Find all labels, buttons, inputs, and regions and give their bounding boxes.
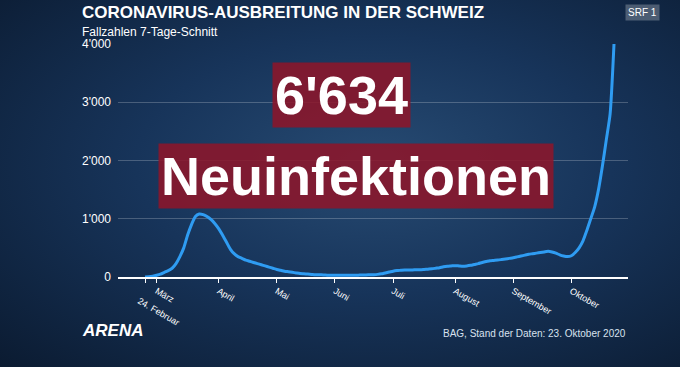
svg-text:August: August xyxy=(452,286,482,309)
svg-text:2'000: 2'000 xyxy=(82,154,111,168)
svg-text:BAG, Stand der Daten: 23. Okto: BAG, Stand der Daten: 23. Oktober 2020 xyxy=(443,328,626,339)
svg-text:1'000: 1'000 xyxy=(82,212,111,226)
svg-text:4'000: 4'000 xyxy=(82,37,111,51)
svg-text:April: April xyxy=(215,286,236,304)
svg-text:0: 0 xyxy=(104,270,111,284)
svg-text:Oktober: Oktober xyxy=(568,286,601,311)
svg-text:Neuinfektionen: Neuinfektionen xyxy=(161,146,551,206)
svg-text:6'634: 6'634 xyxy=(275,65,408,125)
svg-text:CORONAVIRUS-AUSBREITUNG IN DER: CORONAVIRUS-AUSBREITUNG IN DER SCHWEIZ xyxy=(82,3,484,22)
svg-text:3'000: 3'000 xyxy=(82,95,111,109)
svg-text:Mai: Mai xyxy=(274,286,292,302)
svg-text:Juni: Juni xyxy=(332,286,351,303)
svg-text:24. Februar: 24. Februar xyxy=(136,296,181,328)
svg-text:Fallzahlen 7-Tage-Schnitt: Fallzahlen 7-Tage-Schnitt xyxy=(82,25,218,39)
svg-text:Juli: Juli xyxy=(390,286,407,301)
svg-text:ARENA: ARENA xyxy=(82,321,143,340)
svg-text:SRF 1: SRF 1 xyxy=(628,7,657,18)
svg-text:März: März xyxy=(153,286,176,305)
svg-text:September: September xyxy=(510,286,553,317)
